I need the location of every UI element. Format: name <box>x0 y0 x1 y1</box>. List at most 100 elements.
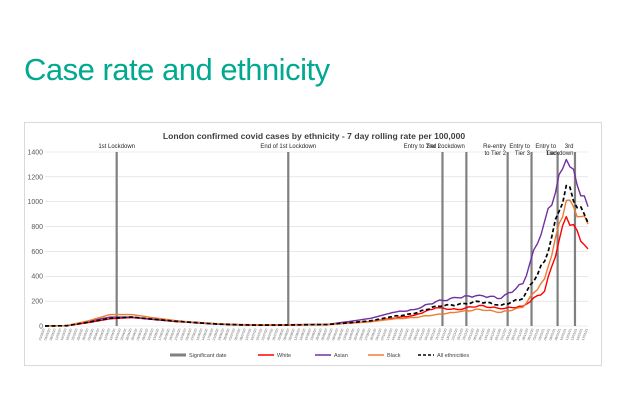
x-tick-label-48: 16/08/20 <box>299 328 307 341</box>
x-tick-label-100: 17/01/21 <box>581 328 589 341</box>
legend-label-2: Asian <box>334 353 348 359</box>
x-tick-label-25: 27/05/20 <box>174 328 182 341</box>
x-tick-label-33: 24/06/20 <box>217 328 225 341</box>
x-tick-label-77: 25/11/20 <box>456 328 464 341</box>
x-tick-label-58: 20/09/20 <box>353 328 361 341</box>
x-tick-label-89: 28/12/20 <box>521 328 529 341</box>
significant-dates: 1st Lockdown End of 1st Lockdown Entry to … <box>98 144 577 326</box>
x-tick-label-11: 08/04/20 <box>98 328 106 341</box>
x-tick-label-54: 06/09/20 <box>331 328 339 341</box>
x-tick-label-63: 07/10/20 <box>380 328 388 341</box>
legend: Significant date White Asian Black All ethni… <box>170 353 469 359</box>
y-tick-label-6: 1200 <box>27 174 43 181</box>
x-tick-label-22: 17/05/20 <box>157 328 165 341</box>
legend-label-4: All ethnicities <box>437 353 469 359</box>
x-tick-label-1: 04/03/20 <box>43 328 51 341</box>
x-tick-label-57: 16/09/20 <box>347 328 355 341</box>
x-tick-label-19: 06/05/20 <box>141 328 149 341</box>
y-tick-label-5: 1000 <box>27 199 43 206</box>
x-tick-label-51: 26/08/20 <box>315 328 323 341</box>
y-tick-label-0: 0 <box>39 323 43 330</box>
y-tick-label-2: 400 <box>31 274 43 281</box>
x-tick-label-52: 30/08/20 <box>320 328 328 341</box>
x-tick-label-81: 09/12/20 <box>478 328 486 341</box>
x-tick-label-37: 08/07/20 <box>239 328 247 341</box>
chart-svg: London confirmed covid cases by ethnicit… <box>27 131 589 359</box>
x-tick-label-86: 23/12/20 <box>505 328 513 341</box>
x-tick-label-61: 30/09/20 <box>369 328 377 341</box>
y-tick-label-7: 1400 <box>27 149 43 156</box>
y-tick-label-3: 600 <box>31 249 43 256</box>
x-tick-label-73: 11/11/20 <box>434 328 442 341</box>
x-tick-label-47: 12/08/20 <box>293 328 301 341</box>
series-line-black <box>44 199 589 327</box>
x-tick-label-2: 08/03/20 <box>49 328 57 341</box>
x-tick-label-71: 04/11/20 <box>424 328 432 341</box>
x-tick-label-62: 04/10/20 <box>375 328 383 341</box>
significant-date-label-5-0: Entry to <box>509 144 530 150</box>
significant-date-label-6-1: Tier <box>546 151 556 157</box>
x-tick-labels: 01/03/2004/03/2008/03/2011/03/2015/03/20… <box>38 328 589 341</box>
x-tick-label-82: 13/12/20 <box>483 328 491 341</box>
x-tick-label-85: 21/12/20 <box>499 328 507 341</box>
x-tick-label-80: 06/12/20 <box>472 328 480 341</box>
x-tick-label-49: 19/08/20 <box>304 328 312 341</box>
slide-title: Case rate and ethnicity <box>24 52 330 87</box>
x-tick-label-78: 29/11/20 <box>462 328 470 341</box>
x-tick-label-40: 19/07/20 <box>255 328 263 341</box>
x-tick-label-55: 09/09/20 <box>337 328 345 341</box>
significant-date-label-2-0: Entry to Tier 2 <box>404 144 442 150</box>
x-tick-label-53: 02/09/20 <box>326 328 334 341</box>
x-tick-label-4: 15/03/20 <box>60 328 68 341</box>
x-tick-label-6: 22/03/20 <box>71 328 79 341</box>
x-tick-label-98: 13/01/21 <box>570 328 578 341</box>
x-tick-label-14: 19/04/20 <box>114 328 122 341</box>
x-tick-label-65: 14/10/20 <box>391 328 399 341</box>
x-tick-label-64: 11/10/20 <box>386 328 394 341</box>
x-tick-label-24: 24/05/20 <box>168 328 176 341</box>
x-tick-label-99: 15/01/21 <box>576 328 584 341</box>
x-tick-label-66: 18/10/20 <box>396 328 404 341</box>
x-tick-label-39: 15/07/20 <box>250 328 258 341</box>
x-tick-label-41: 22/07/20 <box>261 328 269 341</box>
x-tick-label-12: 12/04/20 <box>103 328 111 341</box>
x-tick-label-16: 26/04/20 <box>125 328 133 341</box>
y-tick-label-4: 800 <box>31 224 43 231</box>
x-tick-label-13: 15/04/20 <box>109 328 117 341</box>
x-tick-label-67: 21/10/20 <box>402 328 410 341</box>
x-tick-label-59: 23/09/20 <box>358 328 366 341</box>
x-tick-label-88: 27/12/20 <box>516 328 524 341</box>
x-tick-label-90: 30/12/20 <box>527 328 535 341</box>
x-tick-label-43: 29/07/20 <box>271 328 279 341</box>
x-tick-label-76: 22/11/20 <box>451 328 459 341</box>
legend-label-3: Black <box>387 353 401 359</box>
x-tick-label-75: 18/11/20 <box>445 328 453 341</box>
y-tick-labels: 0 200 400 600 800 1000 1200 1400 <box>27 149 43 330</box>
x-tick-label-94: 06/01/21 <box>548 328 556 341</box>
x-tick-label-87: 25/12/20 <box>510 328 518 341</box>
x-tick-label-97: 11/01/21 <box>565 328 573 341</box>
series-lines <box>44 158 589 327</box>
x-tick-label-32: 21/06/20 <box>212 328 220 341</box>
x-tick-label-29: 10/06/20 <box>195 328 203 341</box>
x-tick-label-9: 01/04/20 <box>87 328 95 341</box>
x-tick-label-60: 27/09/20 <box>364 328 372 341</box>
significant-date-label-7-1: Lockdown <box>546 151 573 157</box>
x-tick-label-3: 11/03/20 <box>54 328 62 341</box>
x-tick-label-15: 22/04/20 <box>119 328 127 341</box>
x-tick-label-72: 08/11/20 <box>429 328 437 341</box>
x-tick-label-93: 04/01/21 <box>543 328 551 341</box>
x-tick-label-95: 08/01/21 <box>554 328 562 341</box>
x-tick-label-38: 12/07/20 <box>244 328 252 341</box>
x-tick-label-35: 01/07/20 <box>228 328 236 341</box>
x-tick-label-74: 15/11/20 <box>440 328 448 341</box>
x-tick-label-42: 26/07/20 <box>266 328 274 341</box>
chart-title: London confirmed covid cases by ethnicit… <box>163 131 466 141</box>
x-tick-label-56: 13/09/20 <box>342 328 350 341</box>
x-tick-label-20: 10/05/20 <box>147 328 155 341</box>
x-tick-label-28: 07/06/20 <box>190 328 198 341</box>
x-tick-label-0: 01/03/20 <box>38 328 46 341</box>
chart-frame: London confirmed covid cases by ethnicit… <box>24 122 602 366</box>
x-tick-label-5: 18/03/20 <box>65 328 73 341</box>
x-tick-label-69: 28/10/20 <box>413 328 421 341</box>
